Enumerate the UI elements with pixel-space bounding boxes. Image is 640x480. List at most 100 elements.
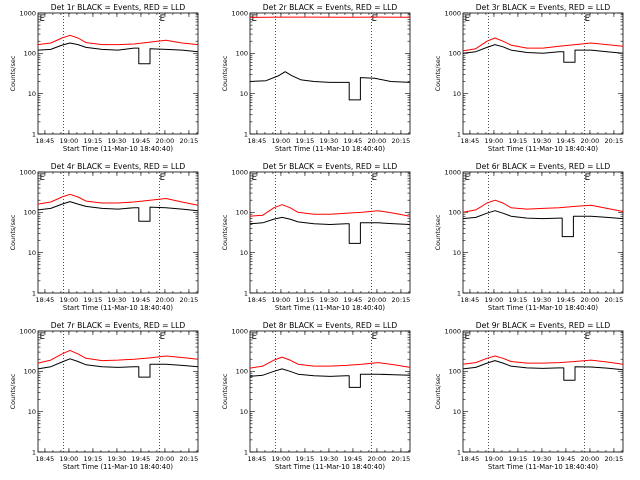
series-line-events xyxy=(249,216,411,244)
y-axis-label: Counts/sec xyxy=(221,373,229,409)
y-tick-label: 100 xyxy=(449,209,461,217)
flag-label: E xyxy=(585,173,590,183)
x-axis-label: Start Time (11-Mar-10 18:40:40) xyxy=(488,304,598,312)
y-tick-label: 100 xyxy=(24,50,36,58)
x-tick-label: 19:45 xyxy=(344,455,363,463)
x-tick-label: 19:00 xyxy=(485,296,504,304)
chart-title: Det 1r BLACK = Events, RED = LLD xyxy=(51,3,186,12)
flag-label: E xyxy=(40,14,45,24)
plot-frame xyxy=(249,330,411,453)
x-tick-label: 19:00 xyxy=(272,137,291,145)
x-tick-label: 19:15 xyxy=(509,296,528,304)
chart-title: Det 4r BLACK = Events, RED = LLD xyxy=(51,162,186,171)
x-tick-label: 20:00 xyxy=(368,296,387,304)
flag-label: E xyxy=(252,332,257,342)
x-tick-label: 18:45 xyxy=(36,296,55,304)
x-tick-label: 20:00 xyxy=(156,296,175,304)
y-tick-label: 10 xyxy=(453,408,461,416)
x-tick-label: 18:45 xyxy=(248,455,267,463)
x-axis-label: Start Time (11-Mar-10 18:40:40) xyxy=(275,304,385,312)
series-line-events xyxy=(249,368,411,388)
flag-label: E xyxy=(465,332,470,342)
x-tick-label: 20:00 xyxy=(581,137,600,145)
y-tick-label: 1 xyxy=(457,130,461,138)
flag-label: E xyxy=(585,14,590,24)
series-line-events xyxy=(462,360,624,381)
y-axis-label: Counts/sec xyxy=(9,55,17,91)
y-tick-label: 100 xyxy=(449,50,461,58)
chart-panel-6: Det 6r BLACK = Events, RED = LLD 1 10 100 10… xyxy=(434,162,624,312)
y-tick-label: 10 xyxy=(453,249,461,257)
x-tick-label: 19:15 xyxy=(509,137,528,145)
chart-title: Det 7r BLACK = Events, RED = LLD xyxy=(51,321,186,330)
y-tick-label: 100 xyxy=(236,50,248,58)
x-tick-label: 20:00 xyxy=(581,455,600,463)
series-line-lld xyxy=(37,193,199,206)
plot-frame xyxy=(462,330,624,453)
x-tick-label: 18:45 xyxy=(36,137,55,145)
flag-label: E xyxy=(372,332,377,342)
plot-frame xyxy=(37,12,199,135)
x-tick-label: 19:45 xyxy=(132,137,151,145)
flag-label: E xyxy=(372,173,377,183)
x-tick-label: 19:45 xyxy=(344,296,363,304)
x-tick-label: 20:15 xyxy=(392,137,411,145)
x-axis-label: Start Time (11-Mar-10 18:40:40) xyxy=(63,145,173,153)
y-axis-label: Counts/sec xyxy=(434,373,442,409)
y-tick-label: 10 xyxy=(240,408,248,416)
chart-panel-4: Det 4r BLACK = Events, RED = LLD 1 10 100 10… xyxy=(9,162,199,312)
y-tick-label: 10 xyxy=(28,408,36,416)
chart-panel-8: Det 8r BLACK = Events, RED = LLD 1 10 100 10… xyxy=(221,321,411,471)
x-tick-label: 19:00 xyxy=(272,296,291,304)
x-tick-label: 20:15 xyxy=(605,296,624,304)
y-tick-label: 1000 xyxy=(19,168,36,176)
y-tick-label: 1000 xyxy=(444,9,461,17)
x-tick-label: 19:45 xyxy=(344,137,363,145)
y-tick-label: 1 xyxy=(244,289,248,297)
y-tick-label: 10 xyxy=(28,90,36,98)
x-tick-label: 20:15 xyxy=(180,137,199,145)
plot-frame xyxy=(462,171,624,294)
x-axis-label: Start Time (11-Mar-10 18:40:40) xyxy=(488,463,598,471)
x-tick-label: 19:00 xyxy=(485,455,504,463)
plot-frame xyxy=(462,12,624,135)
series-line-lld xyxy=(462,355,624,365)
series-line-lld xyxy=(249,204,411,217)
x-tick-label: 20:15 xyxy=(392,296,411,304)
flag-label: E xyxy=(40,173,45,183)
y-tick-label: 1 xyxy=(457,448,461,456)
y-tick-label: 1000 xyxy=(19,327,36,335)
x-tick-label: 19:45 xyxy=(557,455,576,463)
x-tick-label: 19:00 xyxy=(272,455,291,463)
chart-panel-9: Det 9r BLACK = Events, RED = LLD 1 10 100 10… xyxy=(434,321,624,471)
x-tick-label: 19:15 xyxy=(84,455,103,463)
y-tick-label: 1000 xyxy=(231,168,248,176)
x-tick-label: 19:00 xyxy=(60,296,79,304)
chart-panel-2: Det 2r BLACK = Events, RED = LLD 1 10 100 10… xyxy=(221,3,411,153)
series-line-events xyxy=(37,201,199,222)
x-tick-label: 18:45 xyxy=(248,296,267,304)
y-tick-label: 1000 xyxy=(19,9,36,17)
x-tick-label: 19:45 xyxy=(132,296,151,304)
x-tick-label: 19:15 xyxy=(296,296,315,304)
flag-label: E xyxy=(372,14,377,24)
y-axis-label: Counts/sec xyxy=(9,373,17,409)
y-tick-label: 100 xyxy=(24,368,36,376)
chart-title: Det 2r BLACK = Events, RED = LLD xyxy=(263,3,398,12)
x-tick-label: 19:15 xyxy=(296,455,315,463)
x-tick-label: 19:30 xyxy=(320,296,339,304)
y-tick-label: 100 xyxy=(449,368,461,376)
x-tick-label: 18:45 xyxy=(461,137,480,145)
x-axis-label: Start Time (11-Mar-10 18:40:40) xyxy=(63,463,173,471)
flag-label: E xyxy=(252,14,257,24)
series-line-events xyxy=(249,71,411,101)
y-tick-label: 100 xyxy=(236,368,248,376)
y-tick-label: 10 xyxy=(240,249,248,257)
x-tick-label: 20:00 xyxy=(581,296,600,304)
x-tick-label: 18:45 xyxy=(36,455,55,463)
x-axis-label: Start Time (11-Mar-10 18:40:40) xyxy=(63,304,173,312)
x-tick-label: 20:15 xyxy=(605,455,624,463)
series-line-lld xyxy=(249,356,411,369)
x-tick-label: 20:15 xyxy=(392,455,411,463)
